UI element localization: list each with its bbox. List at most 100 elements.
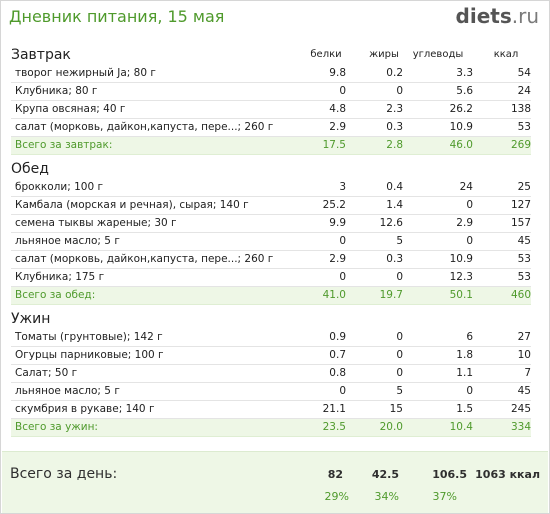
day-fat-percent: 34% xyxy=(374,490,399,503)
col-kcal: ккал xyxy=(493,49,519,60)
table-row: Камбала (морская и речная), сырая; 140 г… xyxy=(11,197,531,215)
page-title: Дневник питания, 15 мая xyxy=(9,7,225,26)
total-label: Всего за завтрак: xyxy=(15,139,113,151)
carbs-value: 0 xyxy=(466,385,473,397)
logo-tld: .ru xyxy=(511,4,539,28)
carbs-value: 24 xyxy=(459,181,473,193)
carbs-value: 0 xyxy=(466,199,473,211)
food-name: льняное масло; 5 г xyxy=(15,385,120,397)
site-logo[interactable]: diets.ru xyxy=(456,4,539,28)
day-total-label: Всего за день: xyxy=(10,466,118,482)
kcal-value: 54 xyxy=(517,67,531,79)
carbs-value: 1.8 xyxy=(456,349,473,361)
fat-value: 0 xyxy=(396,367,403,379)
carbs-value: 2.9 xyxy=(456,217,473,229)
food-name: семена тыквы жареные; 30 г xyxy=(15,217,177,229)
header: Дневник питания, 15 мая diets.ru xyxy=(1,1,549,35)
carbs-total: 46.0 xyxy=(449,139,473,151)
food-name: льняное масло; 5 г xyxy=(15,235,120,247)
kcal-value: 157 xyxy=(510,217,531,229)
food-name: брокколи; 100 г xyxy=(15,181,103,193)
protein-value: 9.9 xyxy=(329,217,346,229)
fat-value: 5 xyxy=(396,235,403,247)
food-name: скумбрия в рукаве; 140 г xyxy=(15,403,155,415)
table-row: льняное масло; 5 г 0 5 0 45 xyxy=(11,233,531,251)
table-row: Салат; 50 г 0.8 0 1.1 7 xyxy=(11,365,531,383)
protein-total: 23.5 xyxy=(322,421,346,433)
fat-value: 0.2 xyxy=(386,67,403,79)
protein-value: 0.9 xyxy=(329,331,346,343)
fat-value: 0 xyxy=(396,331,403,343)
fat-value: 0.3 xyxy=(386,121,403,133)
food-name: Крупа овсяная; 40 г xyxy=(15,103,126,115)
food-name: Салат; 50 г xyxy=(15,367,78,379)
dinner-total-row: Всего за ужин: 23.5 20.0 10.4 334 xyxy=(11,419,531,437)
table-row: Огурцы парниковые; 100 г 0.7 0 1.8 10 xyxy=(11,347,531,365)
fat-value: 12.6 xyxy=(379,217,403,229)
carbs-value: 26.2 xyxy=(449,103,473,115)
kcal-value: 7 xyxy=(524,367,531,379)
fat-value: 0 xyxy=(396,85,403,97)
table-row: льняное масло; 5 г 0 5 0 45 xyxy=(11,383,531,401)
kcal-value: 127 xyxy=(510,199,531,211)
fat-total: 20.0 xyxy=(379,421,403,433)
kcal-value: 24 xyxy=(517,85,531,97)
protein-value: 3 xyxy=(339,181,346,193)
carbs-value: 10.9 xyxy=(449,253,473,265)
day-protein-total: 82 xyxy=(327,468,343,481)
table-row: брокколи; 100 г 3 0.4 24 25 xyxy=(11,179,531,197)
col-fat: жиры xyxy=(369,49,399,60)
carbs-value: 12.3 xyxy=(449,271,473,283)
kcal-value: 53 xyxy=(517,121,531,133)
table-row: Клубника; 80 г 0 0 5.6 24 xyxy=(11,83,531,101)
fat-value: 0.3 xyxy=(386,253,403,265)
food-name: Томаты (грунтовые); 142 г xyxy=(15,331,163,343)
total-label: Всего за ужин: xyxy=(15,421,98,433)
table-row: салат (морковь, дайкон,капуста, пере...;… xyxy=(11,251,531,269)
carbs-value: 3.3 xyxy=(456,67,473,79)
logo-main: diets xyxy=(455,4,512,28)
table-row: салат (морковь, дайкон,капуста, пере...;… xyxy=(11,119,531,137)
kcal-value: 27 xyxy=(517,331,531,343)
kcal-value: 138 xyxy=(510,103,531,115)
col-protein: белки xyxy=(310,49,342,60)
kcal-total: 460 xyxy=(510,289,531,301)
carbs-value: 6 xyxy=(466,331,473,343)
food-name: творог нежирный Ja; 80 г xyxy=(15,67,156,79)
food-name: Огурцы парниковые; 100 г xyxy=(15,349,164,361)
fat-value: 0 xyxy=(396,271,403,283)
day-fat-total: 42.5 xyxy=(371,468,399,481)
protein-value: 21.1 xyxy=(322,403,346,415)
protein-total: 41.0 xyxy=(322,289,346,301)
lunch-total-row: Всего за обед: 41.0 19.7 50.1 460 xyxy=(11,287,531,305)
protein-value: 0 xyxy=(339,85,346,97)
kcal-value: 53 xyxy=(517,253,531,265)
carbs-value: 0 xyxy=(466,235,473,247)
section-title-dinner: Ужин xyxy=(11,311,51,327)
col-carbs: углеводы xyxy=(412,49,464,60)
day-total-panel: Всего за день: 82 42.5 106.5 1063 ккал 2… xyxy=(2,451,548,513)
kcal-value: 245 xyxy=(510,403,531,415)
table-row: Томаты (грунтовые); 142 г 0.9 0 6 27 xyxy=(11,329,531,347)
carbs-value: 10.9 xyxy=(449,121,473,133)
protein-value: 0 xyxy=(339,235,346,247)
food-name: Камбала (морская и речная), сырая; 140 г xyxy=(15,199,249,211)
protein-value: 0 xyxy=(339,271,346,283)
section-title-lunch: Обед xyxy=(11,161,49,177)
table-row: семена тыквы жареные; 30 г 9.9 12.6 2.9 … xyxy=(11,215,531,233)
protein-value: 4.8 xyxy=(329,103,346,115)
fat-value: 5 xyxy=(396,385,403,397)
protein-value: 9.8 xyxy=(329,67,346,79)
kcal-value: 25 xyxy=(517,181,531,193)
day-protein-percent: 29% xyxy=(324,490,349,503)
kcal-value: 45 xyxy=(517,385,531,397)
carbs-total: 50.1 xyxy=(449,289,473,301)
table-row: Крупа овсяная; 40 г 4.8 2.3 26.2 138 xyxy=(11,101,531,119)
day-carbs-percent: 37% xyxy=(432,490,457,503)
kcal-value: 45 xyxy=(517,235,531,247)
table-row: Клубника; 175 г 0 0 12.3 53 xyxy=(11,269,531,287)
protein-total: 17.5 xyxy=(322,139,346,151)
table-row: скумбрия в рукаве; 140 г 21.1 15 1.5 245 xyxy=(11,401,531,419)
food-name: Клубника; 175 г xyxy=(15,271,105,283)
